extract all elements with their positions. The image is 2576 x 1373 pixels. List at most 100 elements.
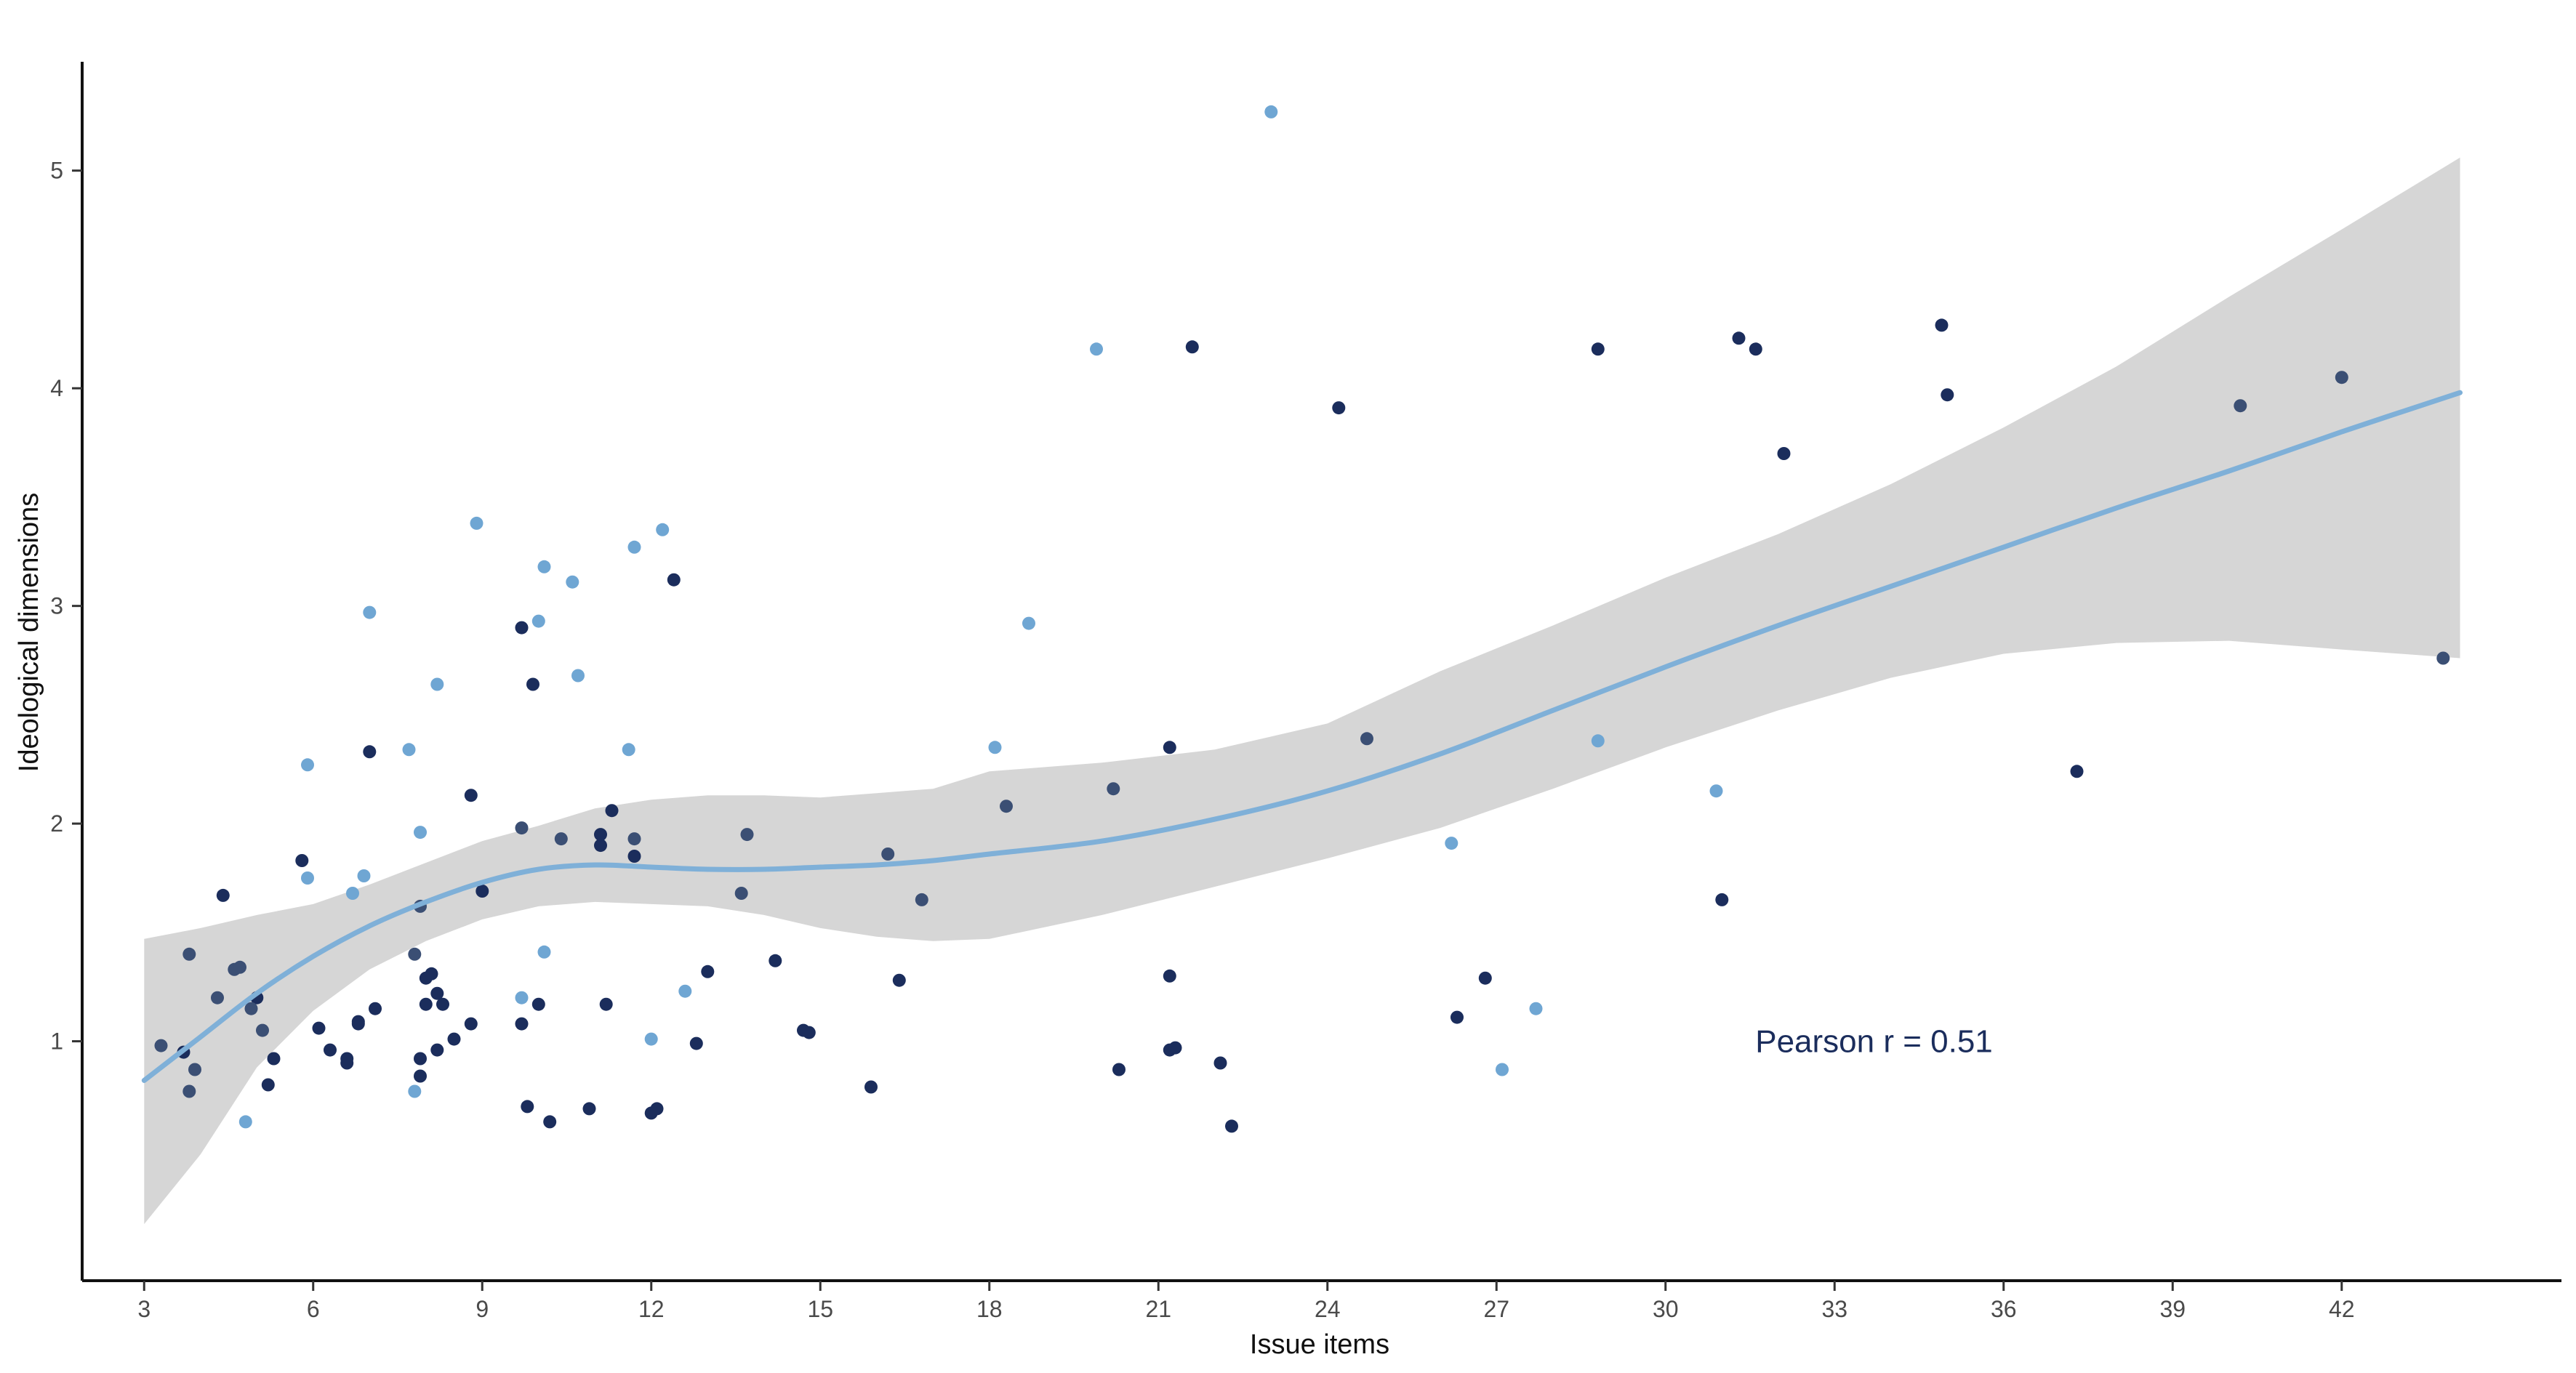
- y-ticks: 1 2 3 4 5: [50, 158, 82, 1055]
- point-mid: [627, 832, 641, 846]
- point-dark: [430, 986, 444, 1000]
- point-dark: [340, 1052, 354, 1066]
- point-light: [644, 1032, 658, 1046]
- y-tick-label: 3: [50, 593, 63, 619]
- point-light: [301, 871, 314, 885]
- point-light: [531, 614, 545, 628]
- axes-layer: [81, 62, 2561, 1282]
- point-dark: [312, 1021, 326, 1035]
- point-dark: [599, 997, 613, 1011]
- point-light: [988, 741, 1002, 754]
- point-dark: [543, 1115, 557, 1129]
- point-dark: [667, 573, 681, 587]
- point-dark: [531, 997, 545, 1011]
- point-light: [656, 523, 670, 536]
- point-light: [1445, 837, 1458, 850]
- x-ticks: 3 6 9 12 15 18 21 24 27 30 33 36 39 42: [137, 1281, 2355, 1322]
- point-dark: [464, 1017, 478, 1031]
- point-light: [537, 945, 551, 959]
- point-mid: [154, 1039, 168, 1052]
- point-mid: [211, 991, 224, 1004]
- x-tick-label: 9: [476, 1296, 489, 1322]
- point-mid: [915, 893, 928, 906]
- point-mid: [1107, 782, 1120, 796]
- point-dark: [769, 954, 782, 967]
- point-light: [627, 540, 641, 554]
- point-light: [301, 758, 314, 772]
- x-tick-label: 27: [1483, 1296, 1509, 1322]
- point-dark: [425, 967, 438, 981]
- point-light: [430, 677, 444, 691]
- x-tick-label: 6: [307, 1296, 320, 1322]
- point-dark: [2070, 765, 2084, 778]
- point-light: [566, 575, 579, 589]
- y-tick-label: 2: [50, 810, 63, 837]
- point-dark: [689, 1036, 703, 1050]
- point-dark: [1732, 331, 1746, 345]
- point-dark: [515, 621, 529, 635]
- point-dark: [605, 804, 619, 818]
- point-dark: [261, 1078, 275, 1092]
- point-dark: [430, 1043, 444, 1057]
- point-mid: [2234, 399, 2247, 413]
- point-mid: [734, 887, 748, 900]
- point-dark: [369, 1002, 382, 1015]
- point-dark: [1478, 971, 1492, 985]
- point-mid: [256, 1023, 269, 1037]
- point-mid: [554, 832, 568, 846]
- point-light: [238, 1115, 252, 1129]
- point-dark: [476, 885, 489, 898]
- point-dark: [1332, 401, 1346, 415]
- point-light: [346, 887, 359, 900]
- point-mid: [188, 1063, 201, 1076]
- point-dark: [295, 854, 309, 867]
- point-light: [1022, 616, 1035, 630]
- smooth-line: [141, 390, 2463, 1083]
- point-dark: [267, 1052, 281, 1066]
- point-dark: [414, 1069, 427, 1083]
- point-mid: [2436, 651, 2450, 665]
- y-axis-title: Ideological dimensions: [14, 493, 44, 772]
- x-tick-label: 15: [807, 1296, 833, 1322]
- point-light: [408, 1084, 422, 1098]
- point-light: [357, 869, 371, 882]
- point-light: [1090, 342, 1103, 356]
- point-dark: [627, 850, 641, 863]
- point-mid: [1360, 732, 1373, 746]
- point-dark: [1163, 741, 1176, 754]
- x-axis-title: Issue items: [1250, 1329, 1389, 1360]
- x-tick-label: 30: [1653, 1296, 1679, 1322]
- point-dark: [1225, 1119, 1238, 1133]
- point-mid: [244, 1002, 258, 1015]
- point-light: [571, 669, 585, 683]
- point-dark: [216, 888, 230, 902]
- y-tick-label: 5: [50, 158, 63, 184]
- point-dark: [1777, 447, 1791, 460]
- point-dark: [701, 965, 715, 978]
- point-dark: [515, 1017, 529, 1031]
- x-tick-label: 36: [1991, 1296, 2017, 1322]
- x-tick-label: 21: [1145, 1296, 1171, 1322]
- point-dark: [594, 839, 607, 853]
- point-dark: [594, 828, 607, 842]
- point-dark: [414, 1052, 427, 1066]
- point-dark: [1941, 388, 1954, 402]
- point-dark: [436, 997, 449, 1011]
- point-mid: [881, 847, 895, 861]
- point-light: [1496, 1063, 1509, 1076]
- point-light: [402, 743, 416, 757]
- x-tick-label: 3: [137, 1296, 151, 1322]
- point-light: [363, 605, 377, 619]
- point-light: [515, 991, 529, 1004]
- x-tick-label: 18: [976, 1296, 1003, 1322]
- x-tick-label: 33: [1821, 1296, 1847, 1322]
- point-dark: [1213, 1056, 1227, 1070]
- point-light: [1591, 734, 1605, 748]
- point-dark: [892, 973, 906, 987]
- point-dark: [864, 1080, 878, 1094]
- point-dark: [363, 745, 377, 759]
- point-light: [1264, 105, 1278, 118]
- point-mid: [1000, 800, 1013, 813]
- point-dark: [582, 1102, 596, 1116]
- point-light: [1529, 1002, 1543, 1015]
